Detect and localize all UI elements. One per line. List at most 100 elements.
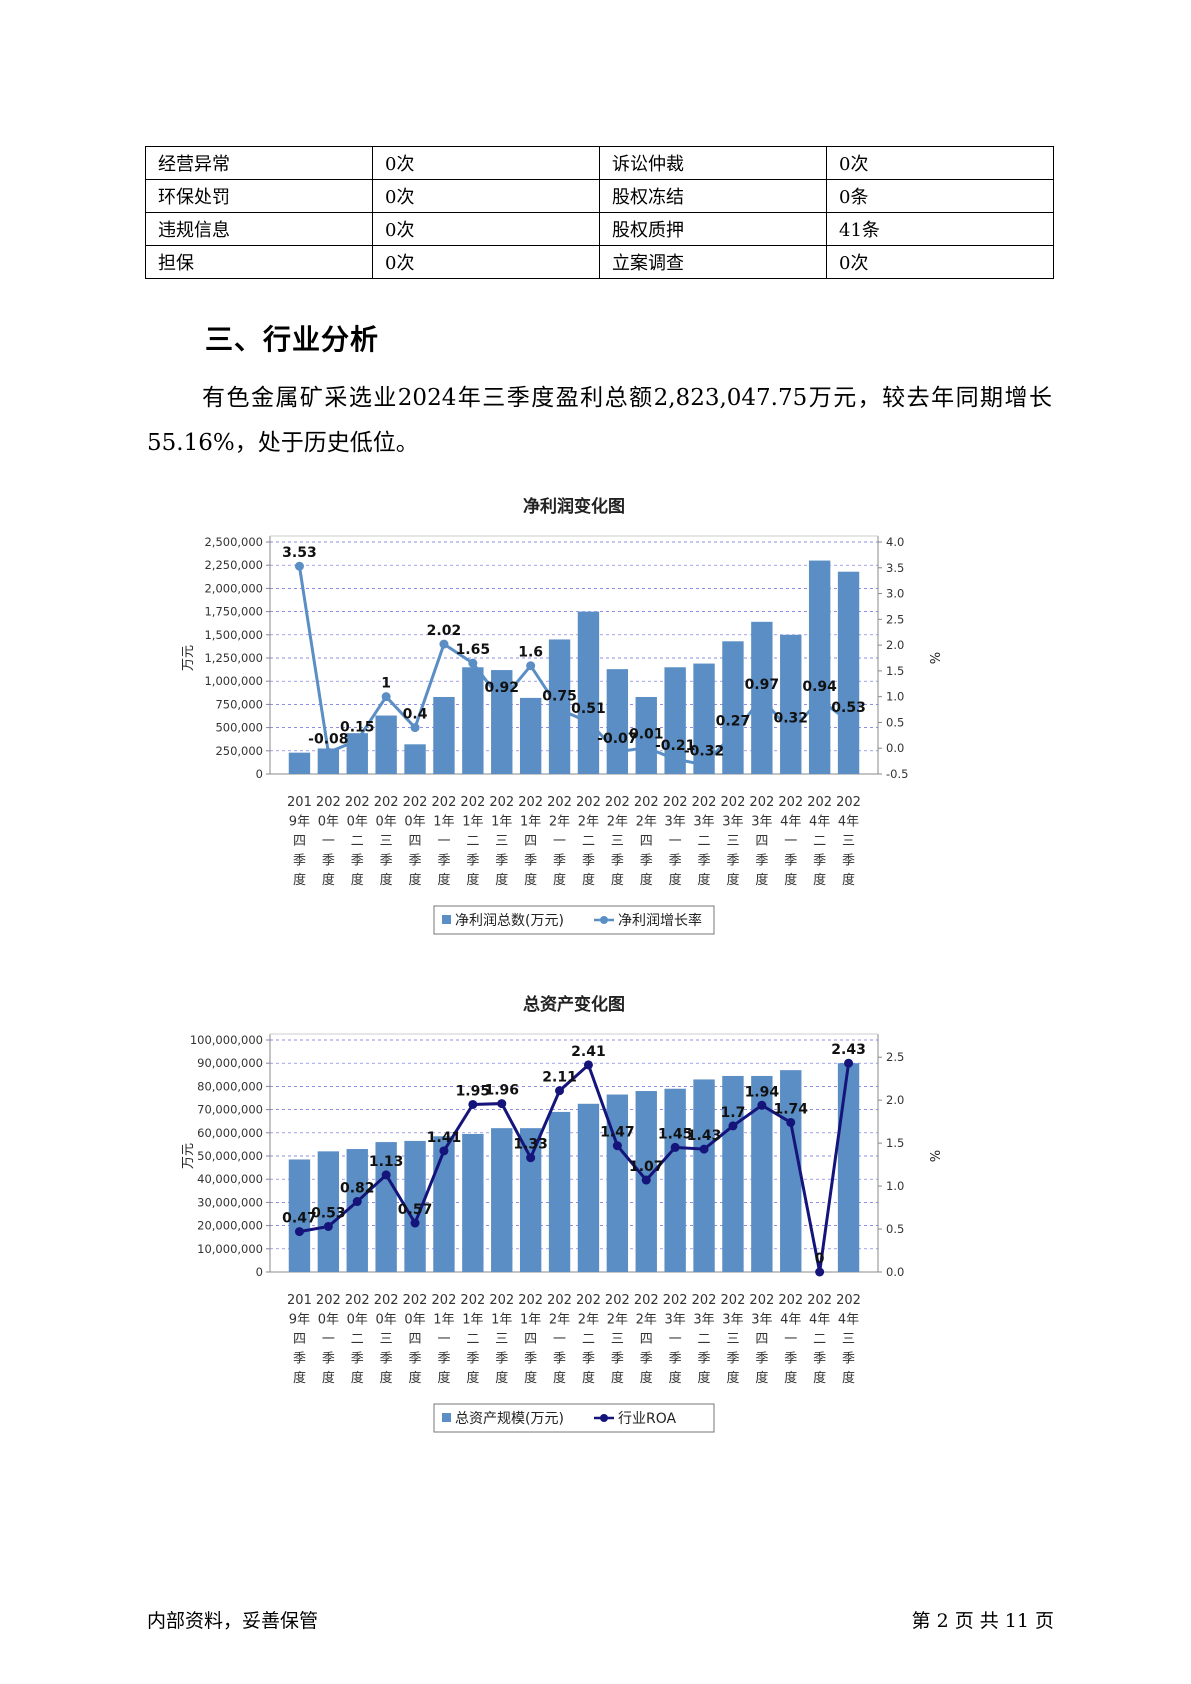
data-label: 2.11 [542, 1070, 577, 1086]
bar [577, 611, 600, 774]
legend-box [433, 1403, 715, 1433]
x-tick-label: 202 [374, 795, 399, 810]
table-row: 担保 0次 立案调查 0次 [145, 245, 1054, 279]
x-tick-label: 度 [466, 872, 479, 888]
x-tick-label: 202 [345, 1293, 370, 1308]
y-tick-label: 1,500,000 [204, 628, 263, 642]
x-tick-label: 季 [842, 854, 855, 869]
y2-tick-label: 2.0 [886, 638, 904, 652]
y2-axis-label: % [926, 652, 941, 664]
x-tick-label: 季 [380, 1352, 393, 1367]
x-tick-label: 季 [813, 1352, 826, 1367]
y2-tick-label: 3.5 [886, 561, 904, 575]
x-tick-label: 度 [784, 872, 797, 888]
data-point [439, 1146, 449, 1156]
bar [635, 696, 657, 774]
x-tick-label: 度 [351, 872, 364, 888]
x-tick-label: 202 [345, 795, 370, 810]
data-point [323, 1221, 333, 1231]
data-label: 0.53 [831, 700, 866, 716]
table-label-cell: 环保处罚 [145, 179, 373, 213]
x-tick-label: 3年 [665, 1313, 686, 1328]
x-tick-label: 202 [576, 795, 601, 810]
data-label: 1.43 [687, 1128, 722, 1144]
x-tick-label: 202 [547, 1293, 572, 1308]
data-label: 1.94 [745, 1084, 780, 1100]
x-tick-label: 度 [466, 1370, 479, 1386]
bar [548, 1111, 571, 1272]
x-tick-label: 202 [403, 795, 428, 810]
data-point [844, 1058, 854, 1068]
data-point [641, 1175, 651, 1185]
bar [751, 1075, 773, 1272]
x-tick-label: 三 [495, 1332, 508, 1347]
x-tick-label: 四 [640, 1332, 653, 1347]
x-tick-label: 一 [553, 1332, 566, 1347]
x-tick-label: 季 [755, 1352, 768, 1367]
bar [519, 697, 542, 774]
x-tick-label: 度 [698, 872, 711, 888]
x-tick-label: 季 [495, 1352, 508, 1367]
chart-legend: 总资产规模(万元) 行业ROA [433, 1403, 715, 1433]
x-tick-label: 202 [807, 1293, 832, 1308]
data-point [468, 658, 478, 668]
x-tick-label: 202 [518, 795, 543, 810]
x-tick-label: 季 [755, 854, 768, 869]
x-tick-label: 一 [784, 1332, 797, 1347]
x-tick-label: 202 [836, 795, 861, 810]
industry-summary: 有色金属矿采选业2024年三季度盈利总额2,823,047.75万元，较去年同期… [147, 385, 1052, 456]
y-tick-label: 90,000,000 [197, 1056, 263, 1070]
x-tick-label: 9年 [289, 815, 310, 830]
section-heading: 三、行业分析 [205, 323, 380, 356]
x-tick-label: 202 [374, 1293, 399, 1308]
data-label: 0.75 [542, 689, 577, 705]
x-tick-label: 季 [466, 854, 479, 869]
bar [693, 663, 715, 774]
data-label: 0.32 [773, 711, 808, 727]
x-tick-label: 度 [524, 1370, 537, 1386]
x-tick-label: 202 [778, 795, 803, 810]
table-row: 环保处罚 0次 股权冻结 0条 [145, 179, 1054, 213]
x-tick-label: 1年 [433, 1313, 454, 1328]
x-tick-label: 季 [437, 1352, 450, 1367]
x-tick-label: 2年 [578, 1313, 599, 1328]
data-label: -0.21 [655, 738, 695, 754]
x-tick-label: 度 [437, 872, 450, 888]
data-label: 0.27 [716, 713, 751, 729]
data-point [612, 1141, 622, 1151]
x-tick-label: 季 [582, 1352, 595, 1367]
bar [780, 1070, 802, 1272]
x-tick-label: 2年 [549, 815, 570, 830]
data-label: 2.41 [571, 1044, 606, 1060]
x-tick-label: 4年 [838, 815, 859, 830]
x-tick-label: 4年 [780, 1313, 801, 1328]
x-tick-label: 二 [698, 1332, 711, 1347]
legend-bar-swatch [442, 1413, 451, 1422]
data-label: 0.51 [571, 701, 606, 717]
y2-tick-label: 2.5 [886, 1050, 904, 1064]
table-label-cell: 违规信息 [145, 212, 373, 246]
y2-tick-label: 0.0 [886, 1265, 904, 1279]
x-tick-label: 度 [842, 1370, 855, 1386]
x-tick-label: 度 [582, 872, 595, 888]
bar [808, 560, 831, 774]
y2-tick-label: 0.5 [886, 715, 904, 729]
y2-tick-label: 4.0 [886, 535, 904, 549]
x-tick-label: 3年 [722, 815, 743, 830]
x-tick-label: 二 [582, 1332, 595, 1347]
x-tick-label: 度 [669, 1370, 682, 1386]
data-label: 1.95 [456, 1083, 491, 1099]
y-tick-label: 30,000,000 [197, 1195, 263, 1209]
x-tick-label: 季 [669, 854, 682, 869]
y-tick-label: 0 [256, 1265, 263, 1279]
x-tick-label: 0年 [347, 815, 368, 830]
table-row: 经营异常 0次 诉讼仲裁 0次 [145, 146, 1054, 180]
legend-box [433, 905, 715, 935]
legend-line-label: 净利润增长率 [618, 912, 702, 929]
x-tick-label: 一 [669, 1332, 682, 1347]
bar [288, 1159, 311, 1272]
x-tick-label: 季 [842, 1352, 855, 1367]
data-point [844, 716, 854, 726]
data-label: 1.65 [456, 642, 491, 658]
x-tick-label: 202 [547, 795, 572, 810]
